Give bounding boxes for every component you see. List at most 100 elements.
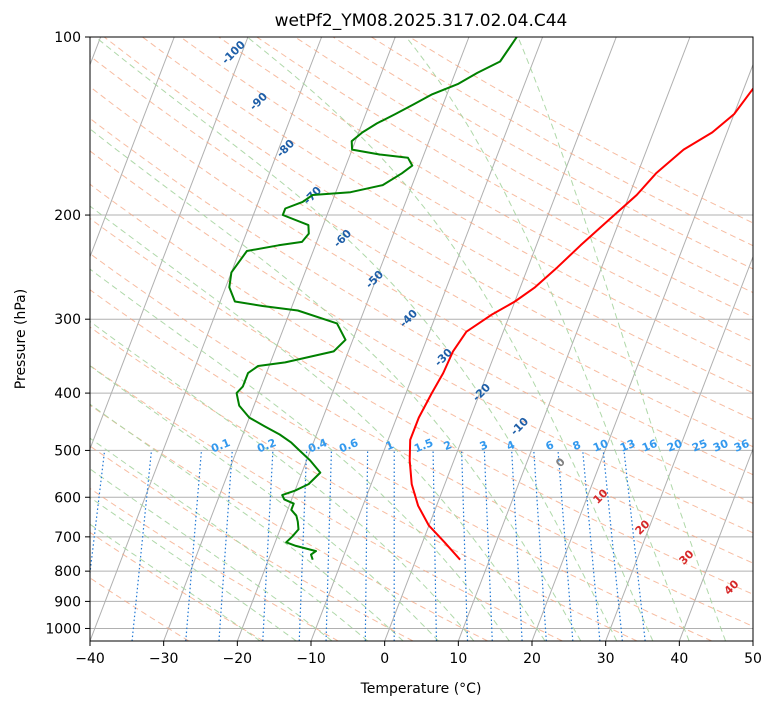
sounding-series [228, 37, 753, 561]
moist-adiabat-line [405, 37, 690, 641]
dewpoint-line [228, 37, 518, 561]
isotherm-line [90, 37, 175, 259]
mixing-ratio-label: 36 [732, 437, 751, 455]
y-tick-label: 800 [54, 564, 81, 580]
x-tick-label: −20 [223, 651, 253, 667]
isoline-labels: -100-90-80-70-60-50-40-30-20-100.1 0.2 0.4… [209, 38, 751, 598]
dry-adiabat-line [90, 404, 488, 641]
mixing-ratio-line [262, 450, 274, 641]
dry-adiabat-line [332, 37, 753, 270]
mixing-ratio-line [533, 450, 547, 641]
chart-title: wetPf2_YM08.2025.317.02.04.C44 [275, 11, 568, 31]
moist-adiabat-line [246, 37, 654, 641]
moist-adiabat-line [90, 268, 510, 641]
mixing-ratio-line [185, 450, 203, 641]
dry-adiabat-line [90, 86, 753, 476]
mixing-ratio-label: 0.1 [209, 436, 232, 455]
dry-adiabat-label: -20 [470, 381, 493, 404]
x-tick-label: 20 [523, 651, 541, 667]
mixing-ratio-label: 1 [384, 438, 396, 453]
dry-adiabat-line [180, 37, 753, 368]
mixing-ratio-label: 0.4 [306, 436, 329, 455]
dry-adiabat-line [90, 326, 638, 641]
dry-adiabat-line [90, 183, 753, 564]
temperature-line [408, 87, 753, 561]
dry-adiabat-line [90, 364, 563, 641]
x-tick-label: 10 [449, 651, 467, 667]
isotherm-line [605, 255, 753, 641]
y-tick-label: 500 [54, 443, 81, 459]
y-tick-label: 600 [54, 490, 81, 506]
y-tick-label: 400 [54, 386, 81, 402]
isotherm-line [457, 37, 691, 641]
moist-adiabat-label: 40 [722, 577, 742, 597]
mixing-ratio-label: 10 [591, 437, 610, 455]
dry-adiabat-label: -40 [397, 307, 420, 330]
moist-adiabat-line [90, 320, 475, 641]
x-axis: −40 −30 −20 −10 0 10 20 30 40 50 [75, 641, 762, 667]
dry-adiabat-line [90, 253, 753, 627]
moist-adiabat-label: 20 [633, 517, 653, 537]
dry-adiabat-line [90, 531, 264, 641]
dry-adiabat-line [90, 217, 753, 595]
y-axis-label: Pressure (hPa) [13, 289, 29, 389]
mixing-ratio-line [364, 450, 369, 641]
y-tick-label: 200 [54, 208, 81, 224]
mixing-ratio-label: 20 [665, 437, 684, 455]
dry-adiabat-line [142, 37, 753, 394]
x-tick-label: 40 [670, 651, 688, 667]
x-tick-label: −30 [149, 651, 179, 667]
mixing-ratio-label: 2 [442, 438, 454, 453]
moist-adiabat-line [517, 37, 727, 641]
mixing-ratio-line [602, 450, 623, 641]
isotherm-line [163, 37, 396, 641]
isotherm-line [531, 63, 753, 641]
x-tick-label: −10 [296, 651, 326, 667]
mixing-ratio-label: 4 [505, 438, 517, 453]
background-lines [90, 37, 753, 641]
moist-adiabat-line [90, 205, 546, 641]
mixing-ratio-label: 16 [640, 437, 659, 455]
mixing-ratio-label: 3 [478, 438, 490, 453]
mixing-ratio-label: 30 [711, 437, 730, 455]
dry-adiabat-label: -90 [247, 90, 270, 113]
moist-adiabat-line [90, 403, 404, 641]
moist-adiabat-line [90, 496, 297, 641]
y-axis: 100 200 300 400 500 600 700 800 900 1000 [45, 30, 90, 637]
moist-adiabat-label: 0 [553, 455, 568, 470]
mixing-ratio-line [557, 450, 574, 641]
x-tick-label: 30 [597, 651, 615, 667]
plot-frame [89, 36, 754, 642]
isotherm-line [236, 37, 470, 641]
isotherm-line [678, 447, 753, 641]
y-tick-label: 300 [54, 312, 81, 328]
mixing-ratio-line [325, 450, 333, 641]
dry-adiabat-line [90, 55, 753, 448]
moist-adiabat-line [90, 468, 333, 641]
y-tick-label: 100 [54, 30, 81, 46]
x-tick-label: −40 [75, 651, 105, 667]
dry-adiabat-label: -10 [508, 415, 531, 438]
mixing-ratio-line [432, 450, 438, 641]
dry-adiabat-label: -30 [432, 346, 455, 369]
mixing-ratio-line [582, 450, 601, 641]
dry-adiabat-line [218, 37, 753, 343]
mixing-ratio-label: 0.2 [255, 436, 278, 455]
mixing-ratio-label: 1.5 [412, 436, 435, 455]
moist-adiabat-label: 30 [677, 547, 697, 567]
x-tick-label: 0 [380, 651, 389, 667]
dry-adiabat-line [90, 445, 414, 641]
dry-adiabat-line [409, 37, 753, 224]
dry-adiabat-label: -100 [219, 38, 248, 67]
moist-adiabat-line [90, 128, 582, 641]
moist-adiabat-line [90, 437, 369, 641]
y-tick-label: 900 [54, 594, 81, 610]
y-tick-label: 1000 [45, 621, 81, 637]
moist-adiabat-line [90, 523, 261, 641]
x-axis-label: Temperature (°C) [360, 681, 482, 697]
moist-adiabat-line [90, 365, 439, 641]
dry-adiabat-line [294, 37, 753, 294]
dry-adiabat-line [90, 487, 339, 641]
moist-adiabat-label: 10 [591, 486, 611, 506]
